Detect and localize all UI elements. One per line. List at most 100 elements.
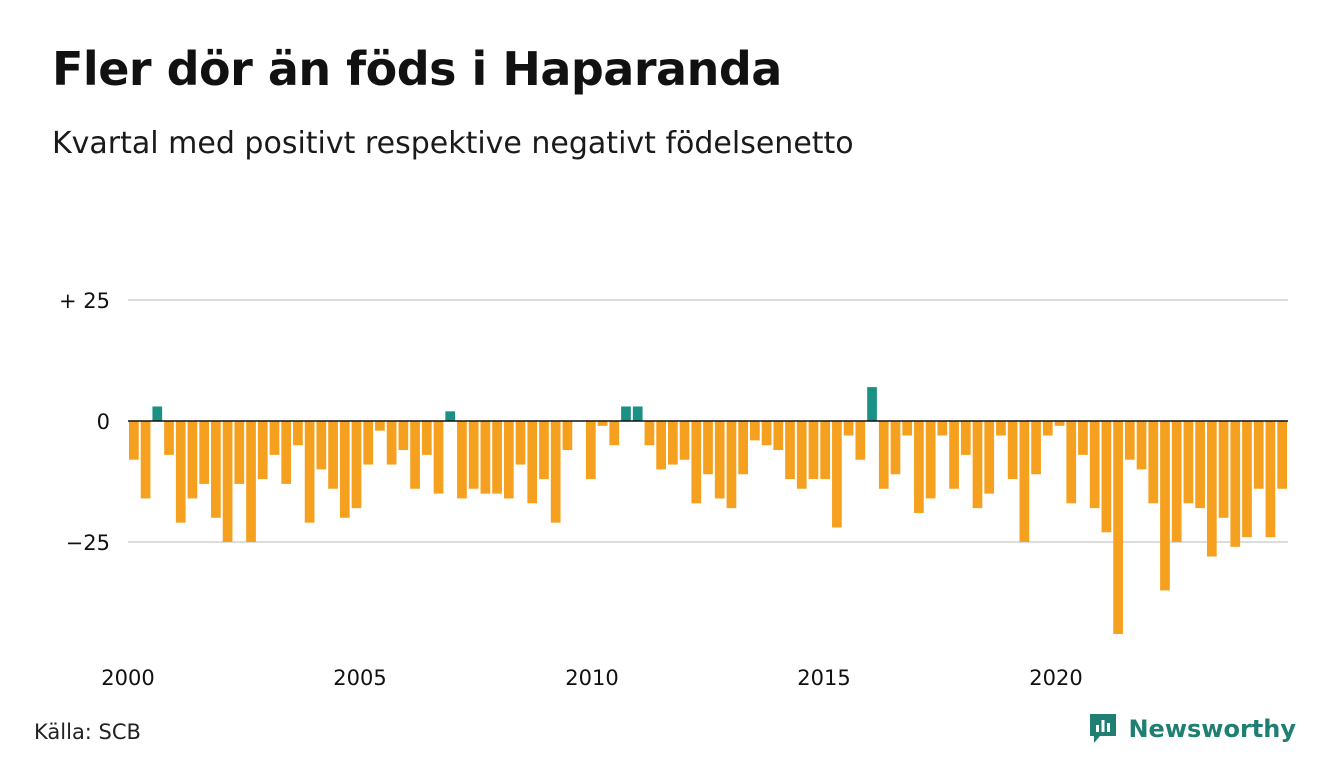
bar-negative [527,421,538,504]
x-tick-label: 2020 [1029,666,1082,690]
bar-negative [1171,421,1182,542]
bar-negative [820,421,831,480]
bar-negative [398,421,409,451]
bar-negative [902,421,913,436]
bar-negative [281,421,292,484]
bar-negative [585,421,596,480]
bar-negative [515,421,526,465]
bar-negative [211,421,221,518]
bar-negative [773,421,784,451]
bar-negative [269,421,280,455]
bar-negative [972,421,983,509]
bar-negative [738,421,749,475]
chart-subtitle: Kvartal med positivt respektive negativt… [52,126,854,161]
bar-negative [375,421,385,431]
bar-negative [691,421,702,504]
bar-negative [410,421,420,489]
bar-negative [796,421,807,489]
bar-positive [621,406,631,421]
bar-positive [867,387,877,421]
bar-negative [386,421,397,465]
bar-negative [539,421,549,480]
bar-negative [914,421,924,513]
bar-negative [1031,421,1041,475]
bar-negative [1089,421,1100,509]
bar-negative [761,421,772,446]
bar-negative [1253,421,1264,489]
bar-negative [609,421,620,446]
x-tick-label: 2005 [333,666,386,690]
bar-negative [644,421,655,446]
bar-negative [503,421,514,499]
bar-negative [550,421,561,523]
y-tick-label: 0 [97,410,110,434]
bar-negative [949,421,959,489]
bar-negative [878,421,889,489]
bar-negative [257,421,268,480]
bar-negative [937,421,948,436]
bar-negative [667,421,678,465]
bar-negative [1136,421,1147,470]
bar-negative [1242,421,1252,538]
y-tick-label: + 25 [59,289,110,313]
bar-negative [492,421,502,494]
bar-negative [339,421,350,518]
bar-negative [703,421,713,475]
bar-negative [316,421,327,470]
source-note: Källa: SCB [34,720,141,744]
bar-negative [164,421,174,455]
bar-negative [175,421,186,523]
bar-negative [1054,421,1065,426]
bar-negative [1160,421,1170,591]
brand-name: Newsworthy [1128,715,1296,743]
bar-negative [480,421,491,494]
bar-negative [421,421,432,455]
bar-negative [1183,421,1194,504]
bar-negative [1042,421,1053,436]
bar-negative [457,421,467,499]
bar-negative [984,421,995,494]
bar-negative [562,421,573,451]
bar-negative [234,421,245,484]
bar-negative [328,421,338,489]
bar-negative [1124,421,1135,460]
bar-negative [1206,421,1217,557]
bar-negative [1066,421,1077,504]
bar-negative [597,421,608,426]
bar-negative [890,421,901,475]
x-tick-label: 2000 [101,666,154,690]
bar-negative [996,421,1006,436]
bar-negative [714,421,725,499]
bar-negative [468,421,479,489]
bar-negative [679,421,690,460]
bar-negative [187,421,198,499]
bar-negative [293,421,303,446]
chart-title: Fler dör än föds i Haparanda [52,42,782,96]
bar-negative [363,421,374,465]
bar-negative [222,421,233,542]
bar-chart-logo-icon [1090,714,1117,743]
y-tick-label: −25 [66,531,110,555]
bar-negative [1218,421,1229,518]
bar-negative [808,421,819,480]
bar-negative [199,421,210,484]
bar-negative [726,421,737,509]
bar-positive [445,411,456,421]
bar-negative [246,421,256,542]
bar-negative [750,421,760,441]
bar-negative [1277,421,1287,489]
bar-negative [832,421,842,528]
bar-negative [1101,421,1112,533]
bar-negative [129,421,139,460]
bar-negative [351,421,362,509]
x-tick-label: 2010 [565,666,618,690]
bar-negative [785,421,795,480]
bar-negative [960,421,971,455]
bar-negative [140,421,151,499]
bar-negative [855,421,866,460]
bar-negative [1148,421,1159,504]
bar-negative [1265,421,1276,538]
brand-logo[interactable]: Newsworthy [1088,712,1296,746]
bar-negative [1113,421,1123,634]
